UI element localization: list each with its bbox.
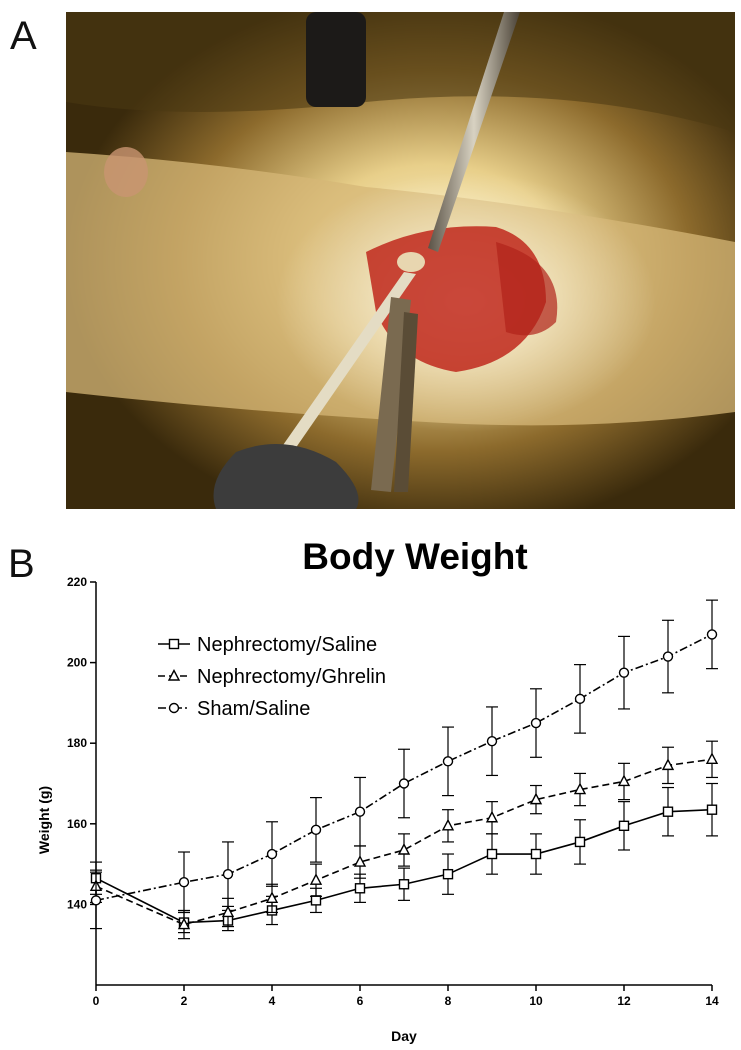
data-point (442, 756, 454, 767)
data-point (398, 778, 410, 789)
data-point (573, 782, 587, 795)
data-point (441, 818, 455, 831)
y-tick-label: 180 (67, 736, 87, 750)
data-point (661, 758, 675, 771)
data-point (177, 917, 191, 930)
chart-legend: Nephrectomy/Saline Nephrectomy/Ghrelin Sha… (158, 634, 386, 720)
data-point (397, 842, 411, 855)
data-point (530, 717, 542, 729)
panel-label-b: B (8, 542, 35, 586)
y-tick-label: 160 (67, 817, 87, 831)
series-line (95, 808, 713, 924)
data-point (617, 774, 631, 787)
data-point (442, 868, 454, 880)
data-point (618, 820, 630, 832)
x-tick-label: 12 (617, 994, 631, 1008)
data-point (485, 810, 499, 823)
body-weight-chart: 140 160 180 200 220 0 2 4 6 8 10 12 14 Nephrectomy/S… (36, 575, 719, 1044)
data-point (486, 735, 498, 747)
data-point (662, 806, 674, 817)
data-point (486, 848, 498, 860)
panel-label-a: A (10, 14, 37, 58)
data-point (90, 895, 102, 906)
x-tick-label: 8 (445, 994, 452, 1008)
photo-illustration (66, 12, 735, 509)
data-point (265, 891, 279, 904)
data-point (310, 824, 322, 836)
data-point (353, 855, 367, 867)
data-point (309, 873, 323, 885)
data-point (705, 752, 719, 765)
series-circle (90, 599, 718, 930)
data-point (398, 879, 410, 890)
y-tick-label: 200 (67, 656, 87, 670)
x-tick-label: 14 (705, 994, 719, 1008)
data-point (618, 667, 630, 678)
chart-axes: 140 160 180 200 220 0 2 4 6 8 10 12 14 (67, 575, 719, 1008)
chart-series-layer (89, 599, 719, 940)
data-point (706, 804, 718, 815)
chart-title: Body Weight (302, 536, 528, 577)
series-line (95, 633, 713, 902)
series-triangle (89, 740, 719, 940)
data-point (529, 792, 543, 805)
data-point (178, 877, 190, 888)
rat-surgery-photo (66, 12, 735, 509)
y-tick-label: 140 (67, 897, 87, 911)
data-point (354, 883, 366, 894)
y-tick-label: 220 (67, 575, 87, 589)
data-point (354, 806, 366, 817)
x-tick-label: 0 (93, 994, 100, 1008)
data-point (222, 868, 234, 880)
y-axis-label: Weight (g) (36, 786, 52, 854)
data-point (574, 836, 586, 848)
data-point (266, 848, 278, 860)
series-line (95, 758, 713, 926)
data-point (310, 895, 322, 906)
x-tick-label: 6 (357, 994, 364, 1008)
x-tick-label: 10 (529, 994, 543, 1008)
x-tick-label: 2 (181, 994, 188, 1008)
legend-marker-triangle (167, 668, 181, 681)
data-point (574, 693, 586, 705)
x-tick-label: 4 (269, 994, 276, 1008)
legend-marker-circle (168, 702, 180, 714)
legend-label: Nephrectomy/Saline (197, 634, 377, 656)
data-point (530, 848, 542, 860)
data-point (662, 651, 674, 662)
legend-label: Sham/Saline (197, 698, 310, 720)
data-point (221, 905, 235, 918)
data-point (706, 629, 718, 640)
x-axis-label: Day (391, 1028, 417, 1044)
legend-marker-square (168, 638, 180, 650)
legend-label: Nephrectomy/Ghrelin (197, 666, 386, 688)
